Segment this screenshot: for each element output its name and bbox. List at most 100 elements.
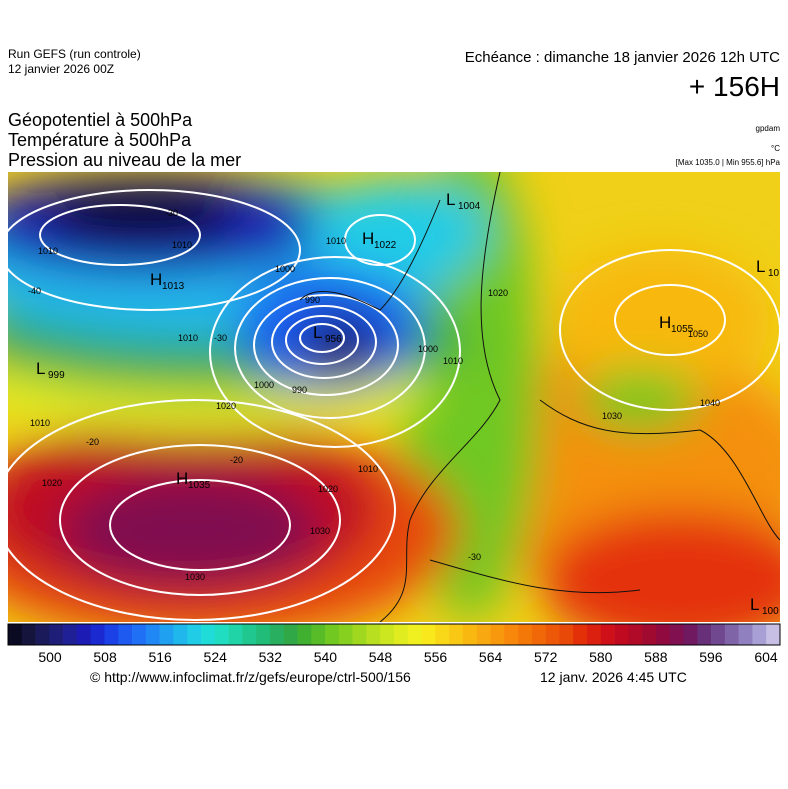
colorbar-swatch [90, 624, 105, 645]
pressure-center-type: L [756, 257, 765, 276]
temperature-label: -30 [468, 552, 481, 562]
colorbar-swatch [724, 624, 739, 645]
colorbar-swatch [407, 624, 422, 645]
colorbar-tick-label: 604 [754, 649, 778, 665]
isobar-label: 1010 [358, 464, 378, 474]
colorbar-swatch [173, 624, 188, 645]
colorbar-swatch [573, 624, 588, 645]
colorbar-tick-label: 580 [589, 649, 613, 665]
unit-label: °C [771, 144, 780, 153]
colorbar-swatch [476, 624, 491, 645]
pressure-center-type: H [362, 229, 374, 248]
colorbar-swatch [214, 624, 229, 645]
colorbar-swatch [228, 624, 243, 645]
colorbar-swatch [8, 624, 23, 645]
colorbar-swatch [187, 624, 202, 645]
temperature-label: -40 [28, 286, 41, 296]
isobar-label: 1000 [254, 380, 274, 390]
isobar-label: 1030 [185, 572, 205, 582]
pressure-center-value: 1022 [374, 240, 397, 251]
pressure-center-value: 10 [768, 268, 780, 279]
pressure-center-type: H [150, 270, 162, 289]
field-label: Pression au niveau de la mer [8, 150, 241, 170]
pressure-center-type: L [446, 190, 455, 209]
isobar-label: 1050 [688, 329, 708, 339]
run-date: 12 janvier 2026 00Z [8, 62, 114, 76]
colorbar-swatch [366, 624, 381, 645]
colorbar-tick-label: 572 [534, 649, 558, 665]
colorbar-swatch [642, 624, 657, 645]
colorbar-swatch [531, 624, 546, 645]
lead-time: + 156H [689, 71, 780, 102]
colorbar-swatch [159, 624, 174, 645]
pressure-center-value: 1004 [458, 201, 481, 212]
isobar-label: 1020 [42, 478, 62, 488]
isobar-label: 1040 [700, 398, 720, 408]
echeance: Echéance : dimanche 18 janvier 2026 12h … [465, 49, 780, 66]
colorbar-swatch [256, 624, 271, 645]
colorbar-tick-label: 548 [369, 649, 393, 665]
colorbar-swatch [449, 624, 464, 645]
temperature-label: -30 [214, 333, 227, 343]
pressure-center-type: L [313, 323, 322, 342]
colorbar-swatch [614, 624, 629, 645]
colorbar-swatch [201, 624, 216, 645]
colorbar-swatch [283, 624, 298, 645]
colorbar-swatch [242, 624, 257, 645]
isobar-label: 1010 [443, 356, 463, 366]
run-label: Run GEFS (run controle) [8, 47, 141, 61]
colorbar-swatch [49, 624, 64, 645]
colorbar-swatch [145, 624, 160, 645]
colorbar-swatch [490, 624, 505, 645]
colorbar-tick-label: 588 [644, 649, 668, 665]
pressure-center-type: H [176, 469, 188, 488]
colorbar-swatch [311, 624, 326, 645]
colorbar-swatch [118, 624, 133, 645]
colorbar-swatch [711, 624, 726, 645]
colorbar-swatch [559, 624, 574, 645]
colorbar-swatch [76, 624, 92, 645]
isobar-label: 1020 [318, 484, 338, 494]
isobar-label: 1030 [602, 411, 622, 421]
pressure-center-type: H [659, 313, 671, 332]
colorbar-tick-label: 524 [204, 649, 228, 665]
unit-label: [Max 1035.0 | Min 955.6] hPa [676, 158, 781, 167]
colorbar-swatch [297, 624, 312, 645]
colorbar-swatch [338, 624, 353, 645]
coastlines [299, 172, 780, 622]
temperature-label: -20 [86, 437, 99, 447]
isobar-label: 1010 [178, 333, 198, 343]
isobar-label: 1010 [38, 246, 58, 256]
unit-label: gpdam [756, 124, 781, 133]
issued-time: 12 janv. 2026 4:45 UTC [540, 669, 687, 685]
isobar-label: 990 [292, 385, 307, 395]
colorbar-swatch [462, 624, 478, 645]
colorbar-tick-label: 532 [259, 649, 283, 665]
pressure-center-value: 956 [325, 334, 342, 345]
colorbar-swatch [683, 624, 698, 645]
colorbar-frame [7, 623, 781, 646]
pressure-center-value: 1013 [162, 281, 185, 292]
colorbar-tick-label: 596 [699, 649, 723, 665]
colorbar-swatch [269, 624, 285, 645]
pressure-center-value: 999 [48, 370, 65, 381]
colorbar-swatch [394, 624, 409, 645]
colorbar-tick-label: 556 [424, 649, 448, 665]
colorbar-tick-label: 564 [479, 649, 503, 665]
pressure-center-type: L [36, 359, 45, 378]
isobar-label: 1010 [326, 236, 346, 246]
isobar-label: 1010 [172, 240, 192, 250]
temperature-label: -30 [165, 208, 178, 218]
colorbar-tick-label: 508 [93, 649, 117, 665]
isobar-label: 1020 [216, 401, 236, 411]
colorbar-swatch [504, 624, 519, 645]
colorbar-swatch [380, 624, 395, 645]
colorbar-swatch [628, 624, 643, 645]
colorbar-swatch [545, 624, 560, 645]
colorbar-swatch [325, 624, 340, 645]
colorbar-swatch [738, 624, 753, 645]
colorbar-swatch [21, 624, 36, 645]
colorbar-swatch [421, 624, 436, 645]
